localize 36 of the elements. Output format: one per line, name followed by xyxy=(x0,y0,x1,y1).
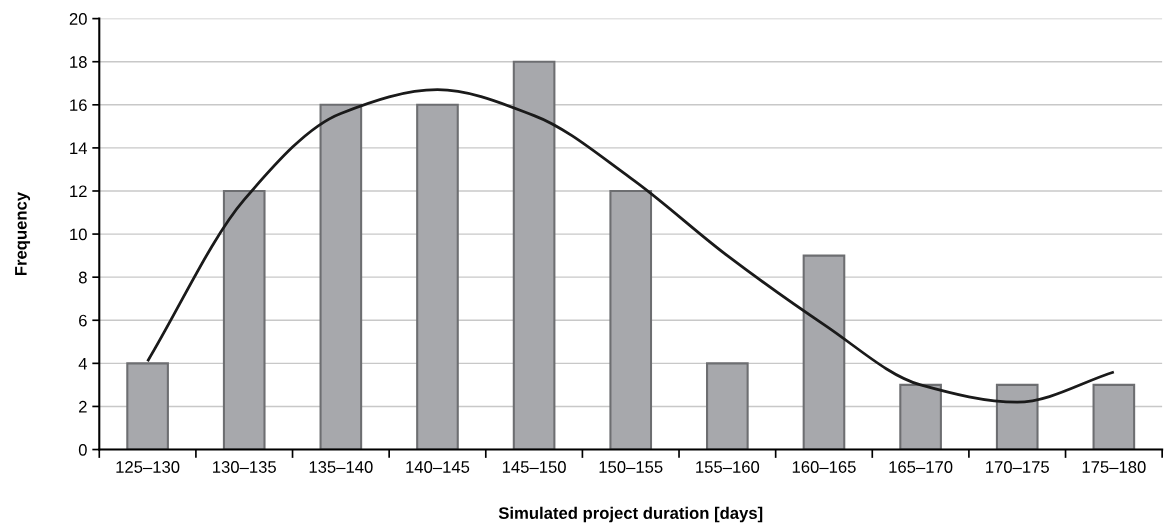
y-tick-label: 6 xyxy=(79,314,87,327)
bar xyxy=(416,103,459,450)
x-tick-label: 165–170 xyxy=(889,461,953,473)
y-tick-label: 2 xyxy=(79,400,87,413)
x-axis-title: Simulated project duration [days] xyxy=(498,506,763,523)
y-tick-label: 8 xyxy=(78,271,87,284)
bar xyxy=(899,383,942,450)
line-series xyxy=(146,88,1116,404)
x-tick-label: 170–175 xyxy=(986,461,1049,473)
y-tick-label: 4 xyxy=(78,357,87,370)
x-tick-label: 135–140 xyxy=(309,461,373,473)
x-tick-label: 150–155 xyxy=(599,461,663,473)
bar xyxy=(706,362,749,450)
bar xyxy=(609,189,653,450)
x-tick-label: 140–145 xyxy=(406,461,470,473)
y-axis-title: Frequency xyxy=(15,192,31,276)
bar xyxy=(802,254,846,450)
y-tick-label: 20 xyxy=(69,13,87,25)
y-tick-label: 0 xyxy=(78,443,87,456)
x-tick-label: 125–130 xyxy=(116,461,180,473)
y-tick-label: 10 xyxy=(70,228,87,241)
bar xyxy=(319,103,363,450)
x-tick-label: 160–165 xyxy=(792,461,856,473)
x-tick-label: 155–160 xyxy=(696,461,760,473)
x-tick-label: 130–135 xyxy=(213,461,276,473)
bar xyxy=(126,362,169,450)
x-tick-label: 175–180 xyxy=(1082,461,1146,473)
bar xyxy=(512,60,556,450)
y-tick-label: 12 xyxy=(70,185,87,198)
y-tick-label: 16 xyxy=(70,99,87,112)
bar xyxy=(1092,383,1136,450)
x-tick-label: 145–150 xyxy=(502,461,566,473)
y-tick-label: 14 xyxy=(70,142,87,154)
bar xyxy=(995,383,1039,450)
bar xyxy=(222,189,266,450)
y-tick-label: 18 xyxy=(70,56,87,68)
